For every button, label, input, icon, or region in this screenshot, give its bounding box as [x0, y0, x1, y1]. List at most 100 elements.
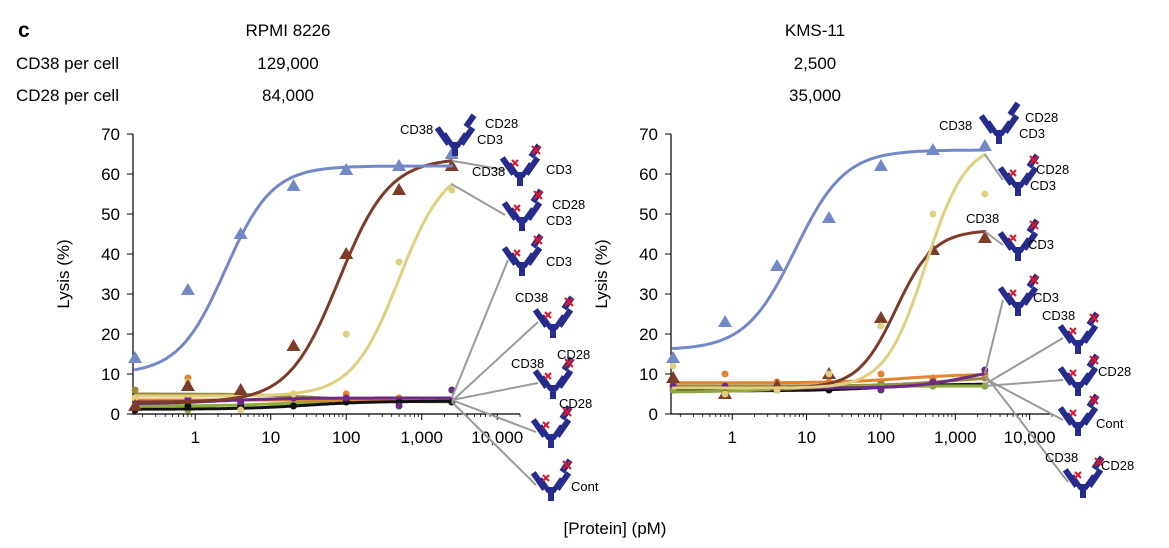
antibody-icon — [532, 356, 575, 399]
antibody-stem — [1015, 302, 1021, 316]
antibody-arm-right-inner — [521, 252, 536, 269]
series-blue — [128, 147, 459, 372]
knockout-cross-icon — [542, 460, 572, 482]
x-tick-label: 10 — [797, 428, 816, 447]
cross-stroke — [533, 235, 543, 245]
cross-stroke — [542, 474, 550, 482]
data-point-triangle — [873, 159, 888, 171]
knockout-cross-icon — [544, 297, 574, 319]
legend-label: Cont — [571, 479, 599, 494]
data-point-triangle — [180, 283, 195, 295]
legend-label: CD3 — [546, 213, 572, 228]
antibody-stem — [1075, 340, 1081, 354]
legend-entry: CD38 — [451, 290, 575, 403]
knockout-cross-icon — [1074, 457, 1104, 479]
data-point-triangle — [286, 339, 301, 351]
legend-label: CD38 — [515, 290, 548, 305]
cross-stroke — [531, 145, 541, 155]
y-tick-label: 10 — [101, 365, 120, 384]
cross-stroke — [1069, 369, 1077, 377]
knockout-cross-icon — [1009, 155, 1039, 177]
cross-stroke — [544, 311, 552, 319]
data-point-triangle — [128, 399, 143, 411]
cross-stroke — [564, 297, 574, 307]
legend-label: CD3 — [1028, 237, 1054, 252]
legend-label: CD3 — [1019, 126, 1045, 141]
cross-stroke — [513, 249, 521, 257]
cross-stroke — [562, 407, 572, 417]
chart-title: KMS-11 — [785, 21, 845, 40]
antibody-arm-left-inner — [539, 375, 554, 392]
legend-entry: Cont — [984, 377, 1124, 436]
legend-label: CD38 — [1042, 308, 1075, 323]
cd38-per-cell-value: 2,500 — [794, 54, 837, 73]
fit-curve — [671, 152, 987, 390]
data-point-circle — [289, 390, 297, 398]
legend-connector-line — [983, 299, 1004, 374]
antibody-icon — [532, 295, 575, 338]
antibody-icon — [501, 233, 544, 276]
x-tick-label: 10 — [261, 428, 280, 447]
knockout-cross-icon — [1009, 220, 1039, 242]
data-point-circle — [877, 370, 885, 378]
antibody-icon — [997, 153, 1040, 196]
cross-stroke — [1069, 409, 1077, 417]
cross-stroke — [1029, 155, 1039, 165]
data-point-triangle — [286, 179, 301, 191]
data-point-circle — [237, 398, 245, 406]
cross-stroke — [1009, 169, 1017, 177]
cd28-per-cell-value: 84,000 — [262, 86, 314, 105]
antibody-stem — [550, 385, 556, 399]
x-tick-label: 100 — [332, 428, 360, 447]
data-point-triangle — [392, 159, 407, 171]
antibody-icon — [530, 405, 573, 448]
x-tick-label: 1 — [728, 428, 737, 447]
knockout-cross-icon — [513, 235, 543, 257]
antibody-stem — [519, 217, 525, 231]
data-point-circle — [131, 394, 139, 402]
antibody-icon — [978, 101, 1021, 144]
knockout-cross-icon — [1069, 395, 1099, 417]
legend-label: CD28 — [552, 197, 585, 212]
legend-connector-line — [451, 382, 539, 401]
antibody-arm-right-inner — [550, 424, 565, 441]
antibody-stem — [519, 262, 525, 276]
legend-connector-line — [451, 399, 537, 433]
data-point-circle — [929, 210, 937, 218]
antibody-arm-right-inner — [1077, 412, 1092, 429]
legend-connector-line — [984, 230, 1004, 246]
legend-label: CD3 — [1030, 178, 1056, 193]
x-tick-label: 1 — [190, 428, 199, 447]
legend-entry: CD38 CD3 — [451, 143, 572, 186]
y-tick-label: 70 — [101, 125, 120, 144]
data-point-circle — [929, 378, 937, 386]
legend-label: CD38 — [472, 164, 505, 179]
fit-curve — [133, 159, 454, 404]
legend-label: CD38 — [939, 118, 972, 133]
antibody-stem — [550, 324, 556, 338]
cross-stroke — [1069, 327, 1077, 335]
data-point-triangle — [873, 311, 888, 323]
data-point-triangle — [233, 227, 248, 239]
antibody-arm-right-inner — [1017, 237, 1032, 254]
fit-curve — [671, 148, 987, 350]
cross-stroke — [1089, 355, 1099, 365]
antibody-arm-right-inner — [550, 477, 565, 494]
legend-label: CD28 — [1098, 364, 1131, 379]
legend-label: CD28 — [1025, 110, 1058, 125]
knockout-cross-icon — [1009, 275, 1039, 297]
legend-label: CD28 — [557, 347, 590, 362]
legend-label: CD28 — [1036, 162, 1069, 177]
data-point-circle — [448, 186, 456, 194]
cross-stroke — [1094, 457, 1104, 467]
x-tick-label: 10,000 — [1004, 428, 1056, 447]
y-tick-label: 50 — [639, 205, 658, 224]
antibody-arm-right-inner — [1017, 172, 1032, 189]
antibody-stem — [996, 130, 1002, 144]
antibody-arm-right-inner — [454, 132, 469, 149]
antibody-arm-right-inner — [1017, 292, 1032, 309]
y-tick-label: 20 — [639, 325, 658, 344]
knockout-cross-icon — [1069, 355, 1099, 377]
